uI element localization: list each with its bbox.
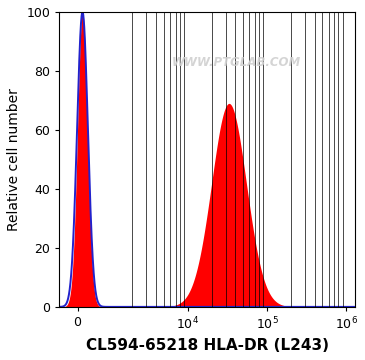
X-axis label: CL594-65218 HLA-DR (L243): CL594-65218 HLA-DR (L243): [86, 338, 329, 353]
Text: WWW.PTGLAB.COM: WWW.PTGLAB.COM: [172, 55, 301, 69]
Y-axis label: Relative cell number: Relative cell number: [7, 88, 21, 231]
